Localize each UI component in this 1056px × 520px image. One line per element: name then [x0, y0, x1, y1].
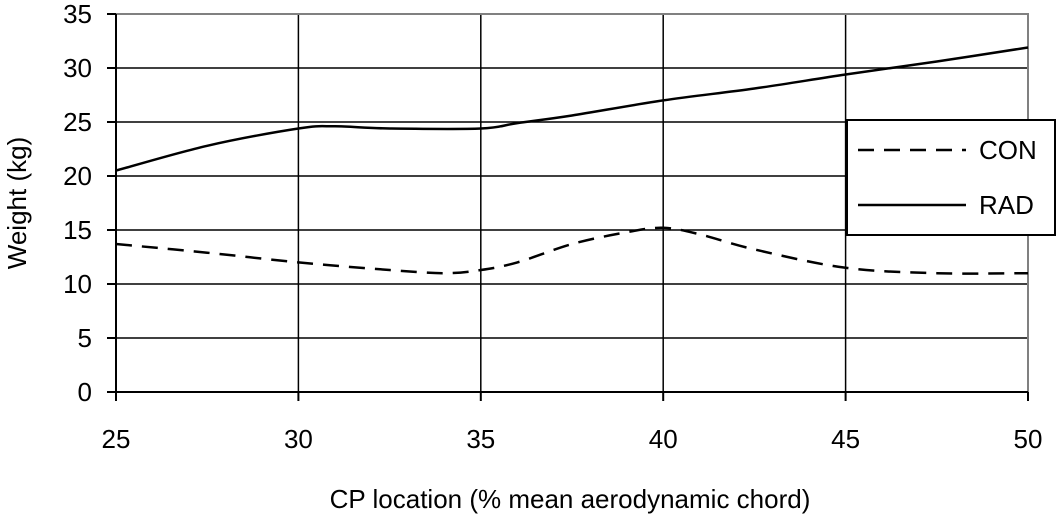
- y-axis-label: Weight (kg): [2, 137, 32, 269]
- y-tick-label: 35: [63, 0, 92, 29]
- axes: [107, 13, 1029, 401]
- legend: CON RAD: [846, 119, 1056, 236]
- y-tick-label: 30: [63, 53, 92, 83]
- y-tick-label: 10: [63, 269, 92, 299]
- x-tick-labels: 25 30 35 40 45 50: [102, 424, 1043, 454]
- legend-label-rad: RAD: [979, 190, 1034, 220]
- series-line-rad: [115, 46, 1029, 172]
- y-tick-label: 25: [63, 107, 92, 137]
- y-tick-labels: 0 5 10 15 20 25 30 35: [63, 0, 92, 407]
- legend-box: [846, 119, 1056, 236]
- series-line-con: [115, 226, 1029, 275]
- x-tick-label: 50: [1014, 424, 1043, 454]
- y-tick-label: 15: [63, 215, 92, 245]
- y-tick-label: 5: [78, 323, 92, 353]
- x-tick-label: 25: [102, 424, 131, 454]
- legend-label-con: CON: [979, 135, 1037, 165]
- series-layer: [115, 46, 1029, 275]
- y-tick-label: 20: [63, 161, 92, 191]
- y-tick-label: 0: [78, 377, 92, 407]
- x-tick-label: 40: [649, 424, 678, 454]
- x-tick-label: 45: [831, 424, 860, 454]
- x-tick-label: 30: [284, 424, 313, 454]
- x-tick-label: 35: [466, 424, 495, 454]
- x-axis-label: CP location (% mean aerodynamic chord): [330, 484, 811, 514]
